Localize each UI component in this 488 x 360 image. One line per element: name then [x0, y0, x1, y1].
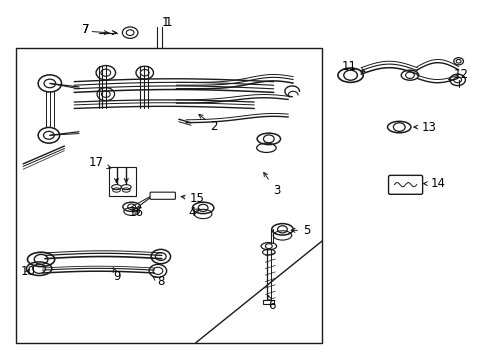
- Text: 13: 13: [413, 121, 436, 134]
- Text: 2: 2: [199, 114, 218, 133]
- Bar: [16, 48, 322, 343]
- Text: 7: 7: [82, 23, 90, 36]
- Text: 1: 1: [164, 16, 171, 29]
- Text: 1: 1: [162, 16, 169, 29]
- Text: 3: 3: [263, 172, 280, 197]
- Text: 5: 5: [290, 224, 310, 237]
- Text: 8: 8: [153, 275, 164, 288]
- Text: 16: 16: [128, 206, 143, 219]
- Text: 17: 17: [88, 156, 111, 169]
- Text: 6: 6: [267, 296, 275, 312]
- Text: 10: 10: [20, 265, 36, 278]
- FancyBboxPatch shape: [150, 192, 175, 199]
- Bar: [263, 300, 273, 305]
- Text: 14: 14: [423, 177, 445, 190]
- Text: 4: 4: [188, 206, 199, 219]
- Bar: [109, 167, 136, 196]
- Text: 11: 11: [341, 60, 364, 73]
- Text: 7: 7: [82, 23, 90, 36]
- Text: 15: 15: [181, 192, 204, 205]
- Text: 12: 12: [447, 68, 468, 81]
- FancyBboxPatch shape: [388, 175, 422, 194]
- Text: 9: 9: [113, 267, 121, 283]
